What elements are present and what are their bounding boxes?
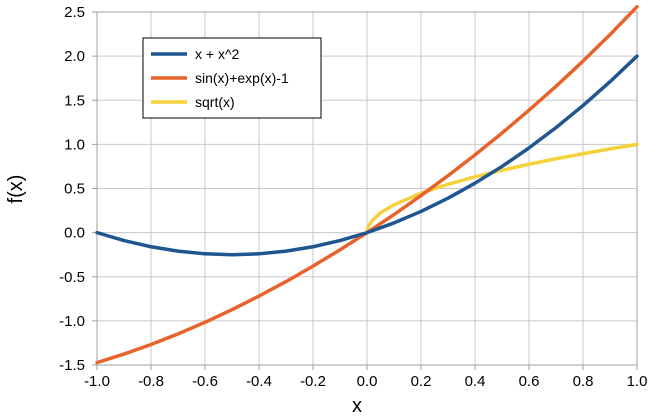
x-tick-label: 0.2 [411,373,432,390]
legend-label: x + x^2 [195,46,240,62]
y-axis-title: f(x) [5,175,27,204]
y-tick-label: 1.5 [64,92,85,109]
series-layer [95,4,639,365]
tick-labels: -1.0 -0.8 -0.6 -0.4 -0.2 0.0 0.2 0.4 0.6 0.8 1.0 -1… [59,4,647,390]
y-tick-label: 0.0 [64,225,85,242]
y-tick-label: -0.5 [59,269,85,286]
series-line-2 [365,142,639,235]
x-tick-label: 0.4 [465,373,486,390]
x-tick-label: -1.0 [84,373,110,390]
x-tick-label: -0.8 [138,373,164,390]
y-tick-label: 2.0 [64,48,85,65]
legend-label: sqrt(x) [195,94,235,110]
x-tick-label: 0.8 [573,373,594,390]
y-tick-label: -1.5 [59,357,85,374]
series-line-0 [95,54,639,257]
legend: x + x^2 sin(x)+exp(x)-1 sqrt(x) [142,37,322,119]
x-tick-label: 0.6 [519,373,540,390]
y-tick-label: 2.5 [64,4,85,21]
x-axis-title: x [352,395,362,416]
x-tick-label: -0.4 [246,373,272,390]
x-tick-label: 0.0 [357,373,378,390]
legend-label: sin(x)+exp(x)-1 [195,70,289,86]
x-tick-label: 1.0 [627,373,648,390]
x-tick-label: -0.6 [192,373,218,390]
x-tick-label: -0.2 [300,373,326,390]
y-tick-label: 1.0 [64,136,85,153]
y-tick-label: 0.5 [64,181,85,198]
plot-frame [96,11,638,366]
y-tick-label: -1.0 [59,313,85,330]
